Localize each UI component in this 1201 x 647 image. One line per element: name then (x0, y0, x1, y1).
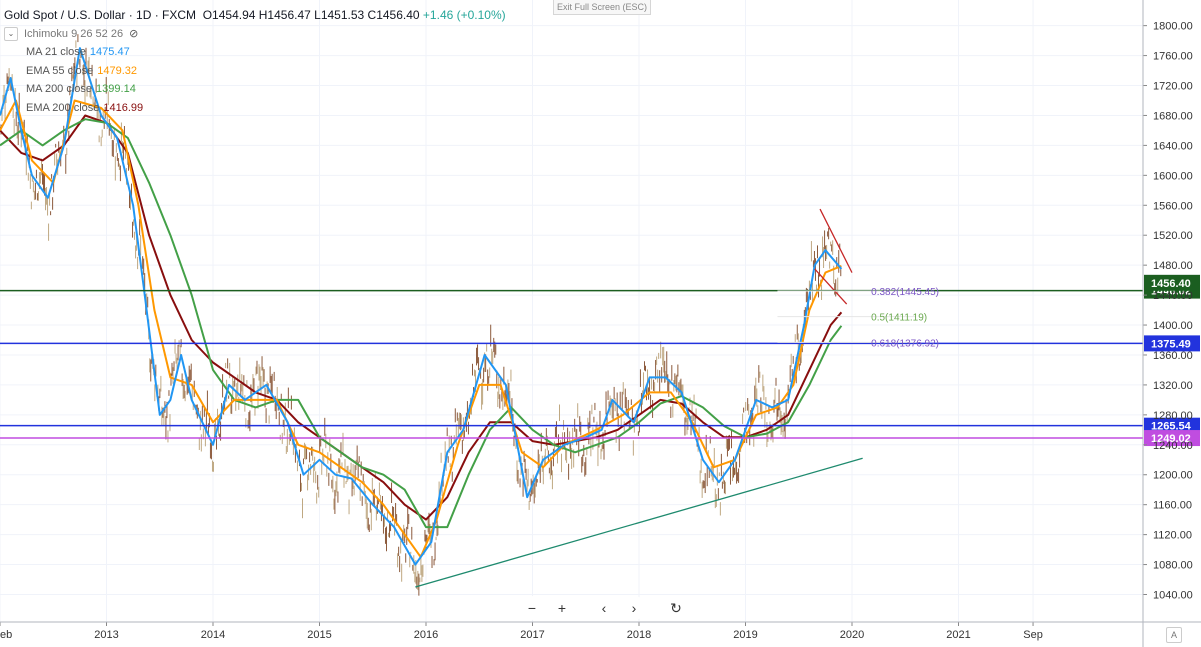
indicator-row[interactable]: MA 21 close 1475.47 (4, 43, 506, 62)
x-tick-label: 2020 (840, 629, 864, 641)
moving-average-lines (0, 47, 843, 566)
x-tick-label: 2015 (307, 629, 331, 641)
trendline (415, 457, 863, 588)
x-tick-label: 2019 (733, 629, 757, 641)
price-label-box (1144, 335, 1200, 352)
trendline (819, 208, 853, 273)
series-line (0, 99, 842, 559)
chart-navigation: − + ‹ › ↻ (520, 596, 688, 620)
legend-title-row: Gold Spot / U.S. Dollar · 1D · FXCM O145… (4, 6, 506, 25)
y-tick-label: 1320.00 (1153, 380, 1193, 392)
x-tick-label: Sep (1023, 629, 1043, 641)
y-tick-label: 1120.00 (1153, 530, 1192, 542)
ichimoku-row[interactable]: ⌄ Ichimoku 9 26 52 26 ⊘ (4, 25, 506, 44)
y-tick-label: 1800.00 (1153, 21, 1193, 33)
y-tick-label: 1640.00 (1153, 140, 1193, 152)
x-tick-label: 2013 (94, 629, 118, 641)
exit-full-screen-button[interactable]: Exit Full Screen (ESC) (553, 0, 651, 15)
legend: Gold Spot / U.S. Dollar · 1D · FXCM O145… (4, 6, 506, 117)
indicator-row[interactable]: MA 200 close 1399.14 (4, 80, 506, 99)
price-label: 1249.02 (1151, 433, 1191, 445)
chevron-down-icon[interactable]: ⌄ (4, 26, 18, 41)
fib-levels: 0.382(1445.45) 0.5(1411.19) 0.618(1376.92) (777, 287, 939, 349)
fib-label: 0.618(1376.92) (871, 338, 939, 349)
last-price-box (1144, 274, 1200, 291)
indicator-row[interactable]: EMA 55 close 1479.32 (4, 62, 506, 81)
price-label-box (1144, 430, 1200, 447)
chevron-right-icon[interactable]: › (622, 596, 646, 620)
indicator-label: EMA 200 close (26, 101, 100, 114)
y-tick-label: 1200.00 (1153, 470, 1193, 482)
indicator-label: MA 21 close (26, 46, 86, 58)
y-tick-label: 1440.00 (1153, 290, 1193, 302)
indicator-value: 1475.47 (89, 46, 130, 58)
minus-icon[interactable]: − (520, 596, 544, 620)
y-tick-label: 1360.00 (1153, 350, 1193, 362)
y-tick-label: 1600.00 (1153, 170, 1193, 182)
y-tick-label: 1720.00 (1153, 81, 1193, 93)
series-line (0, 118, 843, 529)
price-label: 1265.54 (1151, 421, 1192, 433)
y-tick-label: 1280.00 (1153, 410, 1193, 422)
x-tick-label: 2016 (414, 629, 438, 641)
indicator-label: MA 200 close (26, 83, 93, 95)
chevron-left-icon[interactable]: ‹ (592, 596, 616, 620)
reset-icon[interactable]: ↻ (664, 596, 688, 620)
y-tick-label: 1040.00 (1153, 590, 1193, 602)
y-tick-label: 1160.00 (1153, 500, 1192, 512)
indicator-row[interactable]: EMA 200 close 1416.99 (4, 99, 506, 118)
eye-off-icon[interactable]: ⊘ (129, 27, 139, 40)
x-tick-label: 2018 (627, 629, 651, 641)
series-line (0, 114, 843, 521)
indicator-value: 1479.32 (97, 64, 138, 77)
fib-label: 0.382(1445.45) (871, 287, 939, 298)
series-line (0, 47, 843, 566)
y-tick-label: 1680.00 (1153, 110, 1193, 122)
y-tick-label: 1760.00 (1153, 51, 1193, 63)
ohlc-values: O1454.94 H1456.47 L1451.53 C1456.40 (202, 8, 420, 22)
y-tick-label: 1520.00 (1153, 230, 1193, 242)
indicator-value: 1399.14 (96, 83, 136, 95)
indicator-value: 1416.99 (103, 101, 144, 114)
plus-icon[interactable]: + (550, 596, 574, 620)
y-tick-label: 1480.00 (1153, 260, 1193, 272)
price-label: 1375.49 (1151, 338, 1191, 350)
y-tick-label: 1240.00 (1153, 440, 1193, 452)
y-tick-label: 1560.00 (1153, 200, 1193, 212)
symbol-title: Gold Spot / U.S. Dollar · 1D · FXCM (4, 8, 197, 22)
fib-label: 0.5(1411.19) (871, 313, 927, 324)
y-tick-label: 1080.00 (1153, 560, 1193, 572)
indicator-label: EMA 55 close (26, 64, 94, 77)
x-tick-label: 2014 (201, 629, 225, 641)
grid (0, 0, 1143, 622)
trendline (814, 268, 848, 305)
x-tick-label: 2021 (946, 629, 970, 641)
price-bars (0, 34, 842, 596)
auto-scale-button[interactable]: A (1166, 627, 1182, 643)
x-tick-label: eb (0, 629, 12, 641)
x-tick-label: 2017 (520, 629, 544, 641)
trendlines (415, 208, 863, 588)
y-tick-label: 1400.00 (1153, 320, 1193, 332)
last-price-label: 1456.40 (1151, 278, 1191, 290)
price-change: +1.46 (+0.10%) (422, 8, 506, 22)
price-label-box (1144, 417, 1200, 434)
ichimoku-label: Ichimoku 9 26 52 26 (24, 27, 124, 40)
